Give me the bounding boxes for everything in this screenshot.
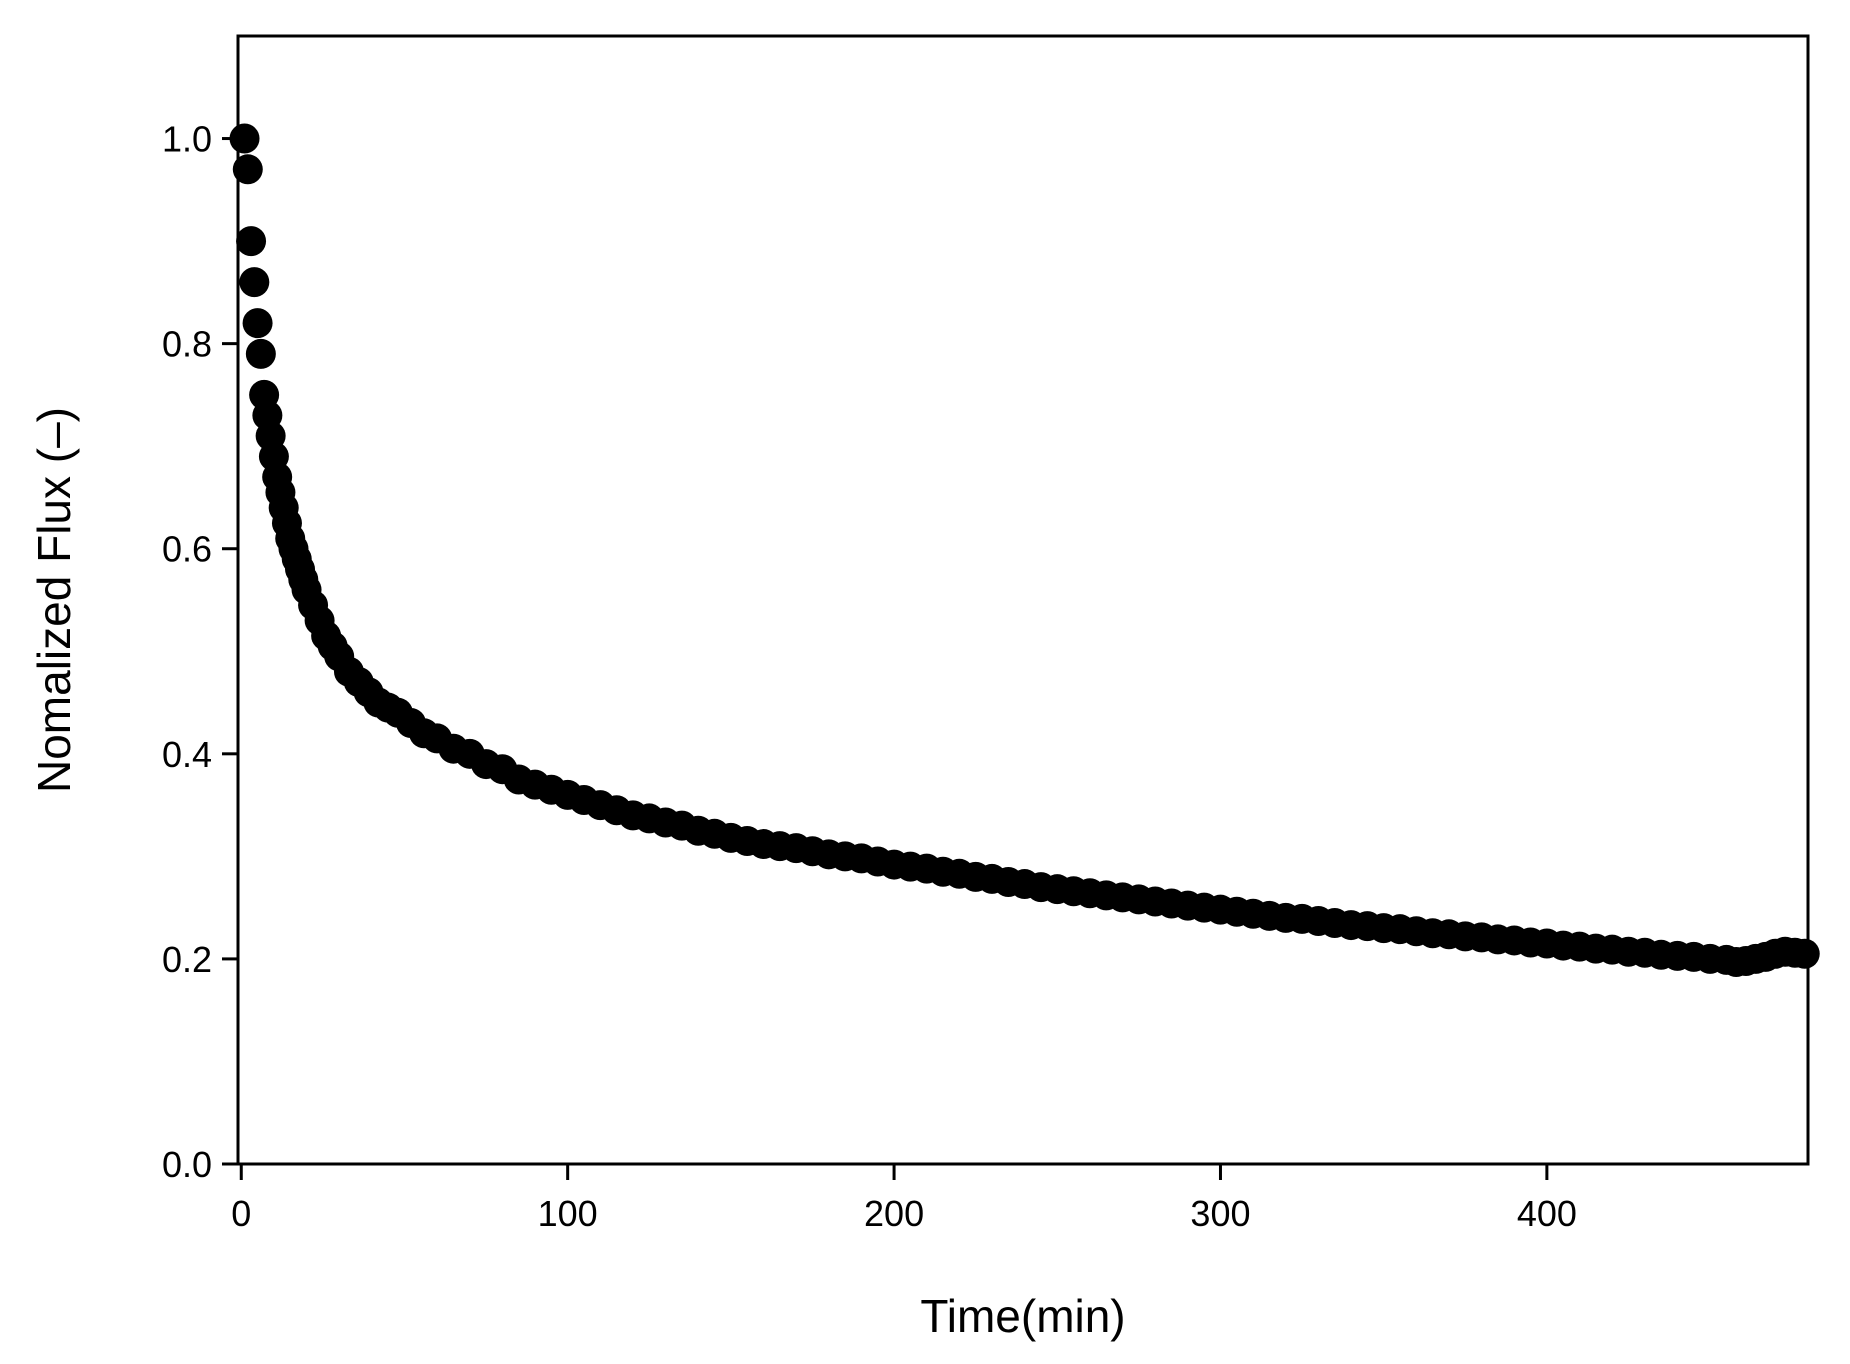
y-axis-title: Nomalized Flux (–): [28, 407, 80, 793]
data-point: [236, 226, 267, 257]
y-tick-label: 0.4: [162, 734, 212, 775]
data-point: [239, 267, 270, 298]
plot-area-frame: [236, 34, 1810, 1166]
data-point: [245, 338, 276, 369]
x-tick-label: 200: [864, 1193, 924, 1234]
data-points: [229, 123, 1820, 977]
data-point: [242, 308, 273, 339]
x-tick-label: 100: [538, 1193, 598, 1234]
x-tick-label: 400: [1517, 1193, 1577, 1234]
y-tick-label: 0.2: [162, 939, 212, 980]
y-tick-label: 0.0: [162, 1144, 212, 1185]
y-tick-label: 0.8: [162, 324, 212, 365]
x-axis-title: Time(min): [920, 1290, 1125, 1342]
x-tick-label: 300: [1190, 1193, 1250, 1234]
x-tick-label: 0: [231, 1193, 251, 1234]
data-point: [232, 154, 263, 185]
data-point: [1789, 938, 1820, 969]
x-axis: 0 100 200 300 400: [231, 1164, 1577, 1234]
y-axis: 0.0 0.2 0.4 0.6 0.8 1.0: [162, 119, 238, 1185]
y-tick-label: 1.0: [162, 119, 212, 160]
y-tick-label: 0.6: [162, 529, 212, 570]
